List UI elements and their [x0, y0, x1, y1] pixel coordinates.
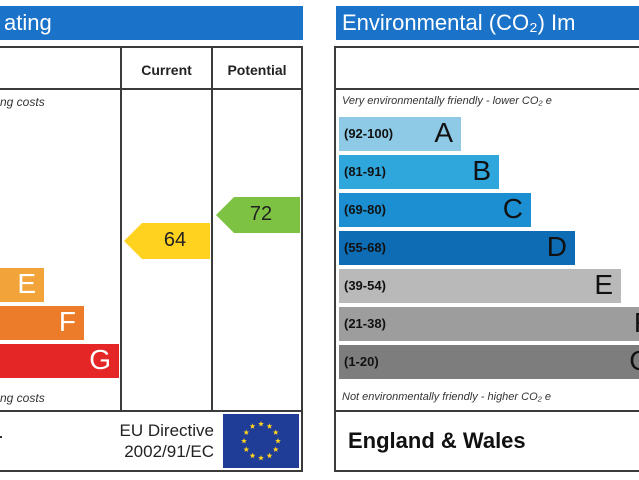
environmental-top-note: Very environmentally friendly - lower CO…	[342, 95, 552, 107]
environmental-band-e: (39-54) E	[339, 269, 621, 303]
energy-header-divider	[0, 88, 303, 90]
eu-directive-label: EU Directive 2002/91/EC	[80, 420, 214, 462]
environmental-band-a: (92-100) A	[339, 117, 461, 151]
eu-star-icon	[266, 452, 273, 459]
environmental-bottom-note: Not environmentally friendly - higher CO…	[342, 391, 552, 403]
england-wales-label: England & Wales	[348, 428, 526, 453]
environmental-band-letter: G	[629, 345, 639, 377]
footer-left-fragment	[0, 418, 2, 438]
environmental-band-range: (39-54)	[344, 278, 386, 293]
eu-star-icon	[272, 446, 279, 452]
potential-column-divider	[211, 46, 213, 412]
environmental-band-g: (1-20) G	[339, 345, 639, 379]
potential-rating-arrow	[216, 197, 300, 233]
environmental-header-divider	[336, 88, 639, 90]
eu-directive-line1: EU Directive	[119, 421, 214, 440]
environmental-band-letter: B	[472, 155, 491, 186]
eu-star-icon	[272, 429, 279, 435]
energy-band-e: E	[0, 268, 44, 302]
environmental-band-range: (69-80)	[344, 202, 386, 217]
environmental-band-range: (92-100)	[344, 126, 394, 141]
environmental-band-d: (55-68) D	[339, 231, 575, 265]
environmental-band-letter: F	[634, 307, 639, 339]
eu-star-icon	[243, 429, 250, 435]
potential-rating-value: 72	[249, 203, 273, 225]
energy-rating-panel	[0, 46, 303, 472]
energy-footer-divider	[0, 410, 303, 412]
environmental-band-range: (81-91)	[344, 164, 386, 179]
eu-flag-icon	[223, 414, 299, 468]
eu-star-icon	[243, 446, 250, 452]
eu-star-icon	[275, 438, 281, 444]
environmental-band-f: (21-38) F	[339, 307, 639, 341]
eu-star-icon	[249, 423, 256, 429]
current-column-divider	[120, 46, 122, 412]
environmental-band-b: (81-91) B	[339, 155, 499, 189]
eu-star-icon	[241, 438, 247, 444]
energy-band-letter: G	[89, 344, 111, 375]
eu-star-icon	[249, 452, 256, 459]
current-rating-arrow	[124, 223, 210, 259]
energy-rating-title: ating	[4, 10, 52, 35]
energy-rating-title-bar: ating	[0, 6, 303, 40]
energy-top-note: ng costs	[0, 95, 45, 109]
current-rating-value: 64	[163, 229, 187, 251]
environmental-footer-divider	[336, 410, 639, 412]
energy-band-g: G	[0, 344, 119, 378]
environmental-band-range: (55-68)	[344, 240, 386, 255]
energy-band-letter: E	[17, 268, 36, 299]
environmental-band-letter: E	[594, 269, 613, 300]
environmental-title: Environmental (CO₂) Im	[342, 10, 576, 35]
energy-bottom-note: ng costs	[0, 391, 45, 405]
environmental-band-range: (1-20)	[344, 354, 379, 369]
eu-star-icon	[266, 423, 273, 429]
environmental-title-bar: Environmental (CO₂) Im	[336, 6, 639, 40]
potential-column-header: Potential	[227, 62, 287, 78]
energy-band-letter: F	[58, 306, 76, 337]
current-column-header: Current	[141, 62, 192, 78]
eu-star-icon	[258, 421, 264, 427]
eu-directive-line2: 2002/91/EC	[124, 442, 214, 461]
environmental-band-letter: C	[502, 193, 523, 224]
environmental-band-letter: D	[546, 231, 567, 262]
environmental-band-letter: A	[434, 117, 453, 148]
eu-star-icon	[258, 455, 264, 461]
energy-band-f: F	[0, 306, 84, 340]
environmental-band-range: (21-38)	[344, 316, 386, 331]
environmental-band-c: (69-80) C	[339, 193, 531, 227]
